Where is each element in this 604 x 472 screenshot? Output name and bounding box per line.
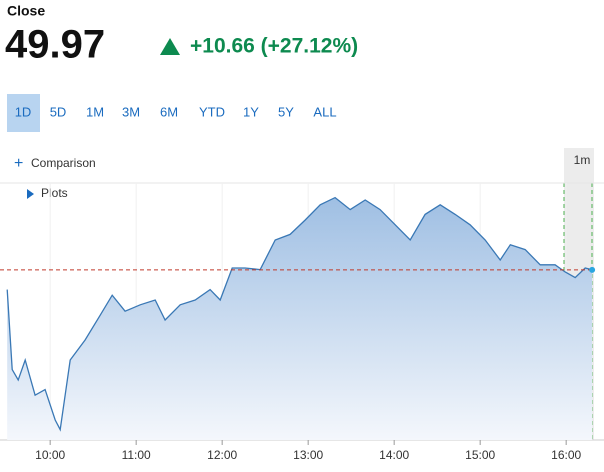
area bbox=[7, 197, 593, 440]
x-tick-label: 10:00 bbox=[35, 448, 65, 462]
tab[interactable]: YTD bbox=[199, 104, 225, 119]
x-tick-label: 11:00 bbox=[122, 448, 151, 462]
plots-icon bbox=[27, 189, 34, 199]
price-line bbox=[6, 196, 593, 432]
selected-tab-bg bbox=[7, 94, 40, 132]
x-tick-label: 15:00 bbox=[465, 448, 495, 462]
comparison[interactable]: Comparison bbox=[31, 156, 96, 170]
tab[interactable]: 5Y bbox=[278, 104, 294, 119]
tab[interactable]: 1M bbox=[86, 104, 104, 119]
last-point bbox=[589, 266, 596, 273]
close-label: Close bbox=[7, 3, 45, 19]
plots[interactable]: Plots bbox=[41, 186, 68, 200]
tab[interactable]: 6M bbox=[160, 104, 178, 119]
tab[interactable]: 5D bbox=[50, 104, 67, 119]
plot: 10:00 11:00 12:00 13:00 14:00 15:00 16:00 bbox=[0, 183, 604, 462]
price-change: +10.66 (+27.12%) bbox=[190, 35, 358, 58]
tabs: 1D 5D 1M 3M 6M YTD 1Y 5Y ALL bbox=[15, 104, 337, 119]
tab[interactable]: 1Y bbox=[243, 104, 259, 119]
tab[interactable]: ALL bbox=[313, 104, 336, 119]
interval[interactable]: 1m bbox=[574, 153, 591, 167]
price: 49.97 bbox=[5, 23, 105, 67]
tab[interactable]: 3M bbox=[122, 104, 140, 119]
plus-icon: + bbox=[14, 155, 23, 172]
tab[interactable]: 1D bbox=[15, 104, 32, 119]
x-tick-label: 12:00 bbox=[207, 448, 237, 462]
up-arrow bbox=[160, 38, 180, 55]
x-tick-label: 14:00 bbox=[379, 448, 409, 462]
x-tick-label: 16:00 bbox=[551, 448, 581, 462]
x-tick-label: 13:00 bbox=[293, 448, 323, 462]
